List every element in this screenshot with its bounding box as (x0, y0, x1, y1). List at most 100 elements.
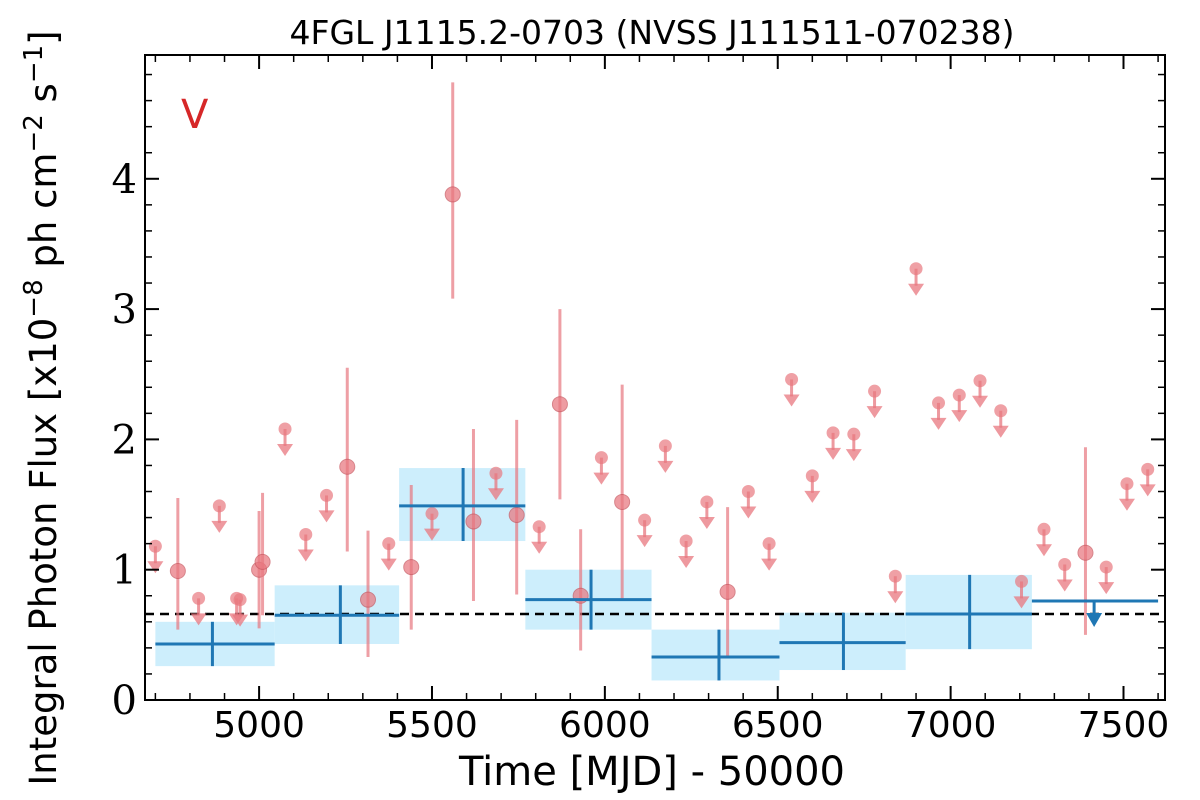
bin-box-4 (651, 629, 780, 681)
upper-limit-point-6 (233, 593, 247, 607)
upper-limit-arrow-35 (845, 449, 862, 462)
upper-limit-arrow-42 (992, 425, 1009, 438)
y-tick-label-1: 1 (112, 548, 137, 594)
upper-limit-point-43 (1015, 574, 1029, 588)
upper-limit-point-27 (679, 534, 693, 548)
upper-limit-arrow-5 (211, 520, 228, 533)
upper-limit-arrow-20 (531, 541, 548, 554)
upper-limit-arrow-38 (908, 283, 925, 296)
binned-flux-errorbars (155, 468, 1159, 681)
upper-limit-point-10 (320, 488, 334, 502)
y-tick-label-3: 3 (112, 287, 137, 333)
y-tick-label-4: 4 (112, 157, 137, 203)
upper-limit-point-25 (638, 513, 652, 527)
y-axis-label-exp1: −8 (19, 279, 49, 317)
upper-limit-arrow-49 (1139, 484, 1156, 497)
flux-point-17 (465, 513, 482, 530)
y-tick-label-2: 2 (112, 417, 137, 463)
flux-points-layer (147, 82, 1156, 659)
upper-limit-arrow-47 (1098, 582, 1115, 595)
upper-limit-point-34 (826, 426, 840, 440)
upper-limit-arrow-10 (318, 510, 335, 523)
upper-limit-point-2 (148, 539, 162, 553)
upper-limit-arrow-6 (232, 614, 249, 627)
y-axis-label-exp3: −1 (19, 45, 49, 83)
chart-title: 4FGL J1115.2-0703 (NVSS J111511-070238) (290, 13, 1015, 52)
upper-limit-arrow-41 (972, 395, 989, 408)
flux-point-46 (1077, 544, 1094, 561)
upper-limit-point-32 (785, 372, 799, 386)
upper-limit-arrow-37 (887, 591, 904, 604)
flux-point-11 (339, 458, 356, 475)
upper-limit-point-28 (700, 495, 714, 509)
upper-limit-point-23 (594, 451, 608, 465)
y-axis-label-part2: ph cm (22, 153, 65, 280)
upper-limit-point-35 (847, 427, 861, 441)
upper-limit-point-42 (994, 404, 1008, 418)
x-axis-label: Time [MJD] - 50000 (458, 749, 845, 795)
upper-limit-arrow-39 (930, 417, 947, 430)
x-tick-label-5500: 5500 (386, 705, 478, 746)
upper-limit-arrow-9 (297, 549, 314, 562)
upper-limit-point-39 (932, 396, 946, 410)
upper-limit-point-49 (1141, 462, 1155, 476)
flux-point-14 (403, 559, 420, 576)
x-tick-label-7500: 7500 (1078, 705, 1170, 746)
upper-limit-point-26 (658, 439, 672, 453)
upper-limit-arrow-32 (783, 394, 800, 407)
upper-limit-arrow-27 (678, 556, 695, 569)
upper-limit-arrow-36 (866, 406, 883, 419)
upper-limit-point-40 (952, 388, 966, 402)
plot-frame (144, 54, 1166, 701)
upper-limit-arrow-31 (761, 558, 778, 571)
band-label: V (181, 92, 209, 138)
y-axis-label-part1: Integral Photon Flux [x10 (22, 318, 65, 786)
flux-point-29 (719, 583, 736, 600)
upper-limit-point-44 (1037, 522, 1051, 536)
axes-frame (144, 54, 1166, 701)
upper-limit-point-8 (278, 422, 292, 436)
upper-limit-point-20 (532, 520, 546, 534)
upper-limit-arrow-28 (698, 516, 715, 529)
upper-limit-arrow-2 (147, 561, 164, 574)
upper-limit-arrow-26 (657, 460, 674, 473)
upper-limit-arrow-43 (1013, 596, 1030, 609)
y-axis-label-part4: ] (22, 30, 65, 44)
upper-limit-point-9 (299, 528, 313, 542)
upper-limit-point-31 (762, 537, 776, 551)
upper-limit-point-30 (741, 485, 755, 499)
y-axis-label-part3: s (22, 83, 65, 114)
upper-limit-arrow-45 (1056, 579, 1073, 592)
bin-upper-limit-arrow-7 (1086, 612, 1103, 627)
x-tick-label-7000: 7000 (905, 705, 997, 746)
upper-limit-point-45 (1058, 557, 1072, 571)
upper-limit-arrow-25 (636, 535, 653, 548)
upper-limit-arrow-40 (951, 410, 968, 423)
upper-limit-point-41 (973, 374, 987, 388)
flux-point-21 (551, 396, 568, 413)
upper-limit-arrow-15 (423, 528, 440, 541)
tick-labels: 5000 5500 6000 6500 7000 7500 0 1 2 3 4 (112, 157, 1170, 746)
upper-limit-arrow-33 (804, 490, 821, 503)
upper-limit-point-15 (425, 507, 439, 521)
flux-point-24 (614, 493, 631, 510)
upper-limit-point-13 (382, 537, 396, 551)
y-axis-label-exp2: −2 (19, 114, 49, 152)
upper-limit-point-4 (192, 591, 206, 605)
upper-limit-point-37 (888, 569, 902, 583)
flux-point-19 (508, 506, 525, 523)
flux-point-3 (169, 563, 186, 579)
upper-limit-arrow-4 (190, 613, 207, 626)
upper-limit-arrow-23 (593, 472, 610, 485)
upper-limit-point-5 (212, 499, 226, 513)
tick-marks (145, 55, 1165, 701)
upper-limit-point-36 (868, 384, 882, 398)
flux-point-16 (444, 186, 461, 203)
upper-limit-arrow-18 (487, 488, 504, 501)
upper-limit-arrow-44 (1035, 544, 1052, 557)
upper-limit-arrow-34 (825, 447, 842, 460)
x-tick-label-5000: 5000 (213, 705, 305, 746)
x-tick-label-6000: 6000 (559, 705, 651, 746)
flux-point-7 (254, 553, 271, 570)
upper-limit-arrow-8 (277, 443, 294, 456)
